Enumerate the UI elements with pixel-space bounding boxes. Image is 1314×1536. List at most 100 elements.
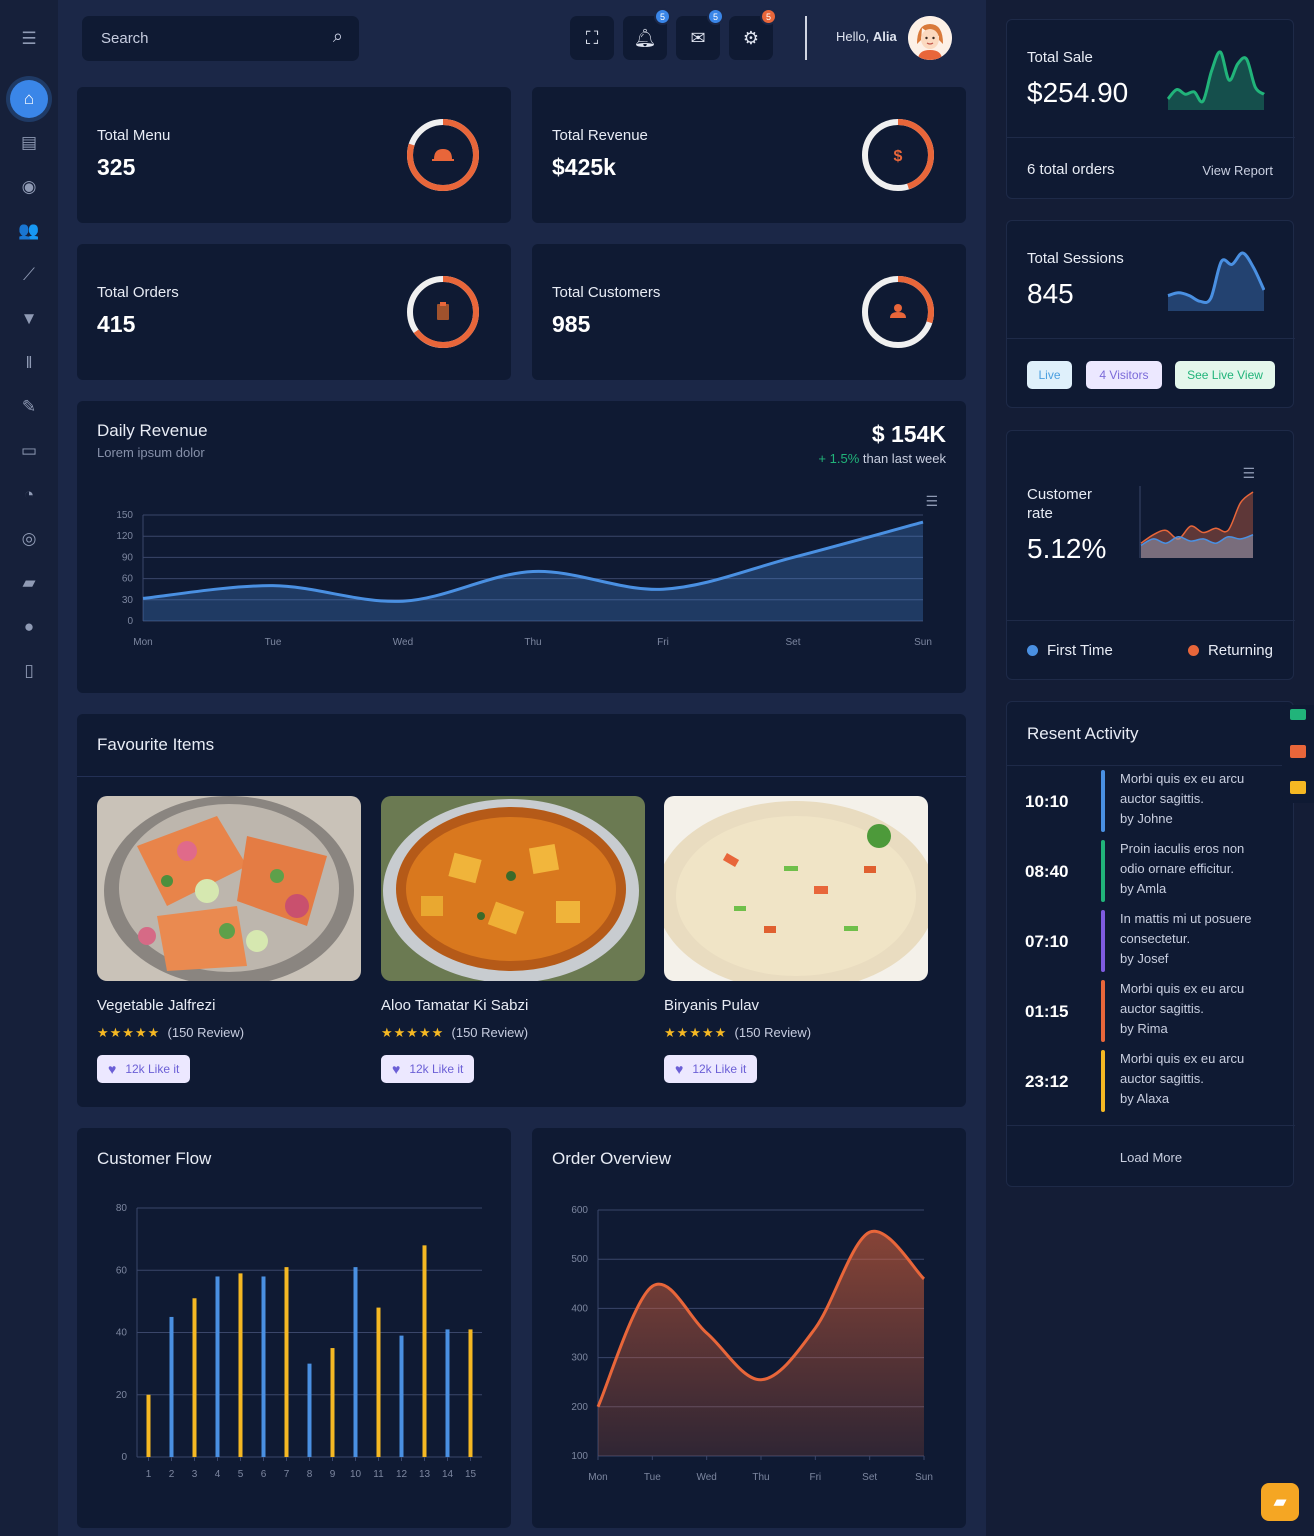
revenue-area: [143, 522, 923, 621]
x-tick-label: Tue: [265, 637, 282, 648]
heart-icon: ♥: [392, 1061, 401, 1077]
support-icon[interactable]: ◎: [21, 529, 37, 548]
sparkline-area: [1168, 51, 1264, 110]
y-tick-label: 90: [122, 552, 134, 563]
food-image[interactable]: [97, 796, 361, 981]
food-item[interactable]: Biryanis Pulav ★★★★★ (150 Review) ♥ 12k L…: [664, 796, 928, 1083]
menu-toggle-icon[interactable]: ☰: [21, 29, 37, 48]
users-icon[interactable]: 👥: [18, 221, 40, 240]
x-tick-label: Set: [785, 637, 800, 648]
stat-ring-progress: [407, 119, 479, 191]
activity-item[interactable]: 01:15 Morbi quis ex eu arcu auctor sagitt…: [1007, 980, 1297, 1042]
notification-badge: 5: [654, 8, 671, 25]
stat-title: Total Customers: [552, 284, 661, 301]
food-item[interactable]: Vegetable Jalfrezi ★★★★★ (150 Review) ♥ 1…: [97, 796, 361, 1083]
activity-bar: [1101, 1050, 1105, 1112]
profile-icon[interactable]: ●: [23, 617, 35, 636]
library-icon[interactable]: ‖: [25, 353, 33, 372]
notes-icon[interactable]: ▯: [24, 661, 34, 680]
load-more-button[interactable]: Load More: [1119, 1150, 1183, 1165]
order-area: [598, 1231, 924, 1456]
divider: [1007, 620, 1295, 621]
tools-icon[interactable]: ✎: [21, 397, 37, 416]
chat-support-button[interactable]: ▰: [1261, 1483, 1299, 1521]
sidebar: ☰ ⌂ ▤ ◉ 👥 ⟋ ▼ ‖ ✎ ▭ ◔ ◎ ▰ ● ▯: [0, 0, 58, 1536]
heart-icon: ♥: [108, 1061, 117, 1077]
bar: [169, 1316, 174, 1457]
see-live-view-button[interactable]: See Live View: [1175, 361, 1275, 389]
chat-icon[interactable]: [1290, 781, 1306, 794]
chart-menu-icon[interactable]: ☰: [1242, 465, 1255, 481]
home-icon[interactable]: ⌂: [10, 80, 48, 118]
x-tick-label: Sun: [914, 637, 932, 648]
like-button[interactable]: ♥ 12k Like it: [97, 1055, 191, 1083]
fullscreen-button[interactable]: ⛶: [570, 16, 614, 60]
y-tick-label: 60: [116, 1265, 128, 1276]
stat-ring: $: [862, 119, 934, 191]
user-name: Alia: [872, 29, 897, 44]
avatar[interactable]: [908, 16, 952, 60]
bar: [192, 1298, 197, 1457]
search-icon[interactable]: ⌕: [332, 26, 343, 46]
activity-text: Morbi quis ex eu arcu auctor sagittis. by …: [1120, 1051, 1245, 1106]
x-tick-label: 13: [419, 1469, 431, 1480]
food-item[interactable]: Aloo Tamatar Ki Sabzi ★★★★★ (150 Review)…: [381, 796, 645, 1083]
gallery-icon[interactable]: [1290, 745, 1306, 758]
y-tick-label: 30: [122, 595, 134, 606]
notification-button[interactable]: 🔔︎ 5: [623, 8, 671, 60]
activity-item[interactable]: 10:10 Morbi quis ex eu arcu auctor sagitt…: [1007, 770, 1297, 832]
document-icon[interactable]: ▭: [20, 441, 38, 460]
cash-icon[interactable]: [1290, 709, 1306, 720]
settings-button[interactable]: ⚙ 5: [729, 8, 777, 60]
activity-bar: [1101, 980, 1105, 1042]
bar: [399, 1335, 404, 1457]
food-rating: ★★★★★ (150 Review): [381, 1025, 529, 1040]
customer-flow-title: Customer Flow: [97, 1149, 212, 1168]
clipboard-check-icon[interactable]: ▤: [20, 133, 38, 152]
x-tick-label: 9: [330, 1469, 336, 1480]
favourite-items-title: Favourite Items: [97, 735, 215, 754]
activity-text: In mattis mi ut posuere consectetur. by Jo…: [1120, 911, 1252, 966]
food-image[interactable]: [664, 796, 928, 981]
chart-menu-icon[interactable]: ☰: [925, 493, 938, 509]
activity-item[interactable]: 08:40 Proin iaculis eros non odio ornare …: [1007, 840, 1297, 902]
dining-icon[interactable]: ◉: [21, 177, 37, 196]
visitors-pill[interactable]: 4 Visitors: [1086, 361, 1162, 389]
dish-icon: [434, 149, 452, 159]
like-button[interactable]: ♥ 12k Like it: [381, 1055, 475, 1083]
chat-icon[interactable]: ▰: [22, 573, 36, 592]
food-image[interactable]: [381, 796, 645, 981]
y-tick-label: 500: [571, 1254, 588, 1265]
like-button[interactable]: ♥ 12k Like it: [664, 1055, 758, 1083]
stat-value: $425k: [552, 154, 616, 180]
chart-line-icon[interactable]: ⟋: [23, 265, 35, 284]
order-overview-chart: 100 200 300 400 500 600 Mon Tue Wed Thu Fri Set Sun: [571, 1205, 933, 1483]
right-panel: Total Sale $254.90 6 total orders View R…: [986, 0, 1314, 1536]
main-content: Search ⌕ ⛶ 🔔︎ 5 ✉ 5 ⚙ 5 Hello, Alia Tota…: [58, 0, 986, 1536]
divider: [1007, 765, 1295, 766]
stat-card-total-customers: Total Customers 985: [532, 244, 966, 380]
view-report-link[interactable]: View Report: [1202, 163, 1273, 178]
x-tick-label: 8: [307, 1469, 313, 1480]
y-tick-label: 200: [571, 1402, 588, 1413]
pie-chart-icon[interactable]: ◔: [23, 485, 35, 504]
x-tick-label: Sun: [915, 1472, 933, 1483]
activity-text: Morbi quis ex eu arcu auctor sagittis. by …: [1120, 771, 1245, 826]
y-tick-label: 400: [571, 1303, 588, 1314]
order-overview-card: Order Overview 100 200 300 400 500 600 Mon Tue W…: [532, 1128, 966, 1528]
live-pill[interactable]: Live: [1027, 361, 1072, 389]
customer-rate-chart: [1139, 486, 1254, 558]
x-tick-label: Wed: [393, 637, 413, 648]
activity-item[interactable]: 23:12 Morbi quis ex eu arcu auctor sagitt…: [1007, 1050, 1297, 1112]
x-tick-label: 5: [238, 1469, 244, 1480]
search-input[interactable]: Search ⌕: [82, 16, 359, 61]
basket-icon[interactable]: ▼: [20, 309, 38, 328]
activity-time: 01:15: [1025, 1002, 1069, 1021]
messages-button[interactable]: ✉ 5: [676, 8, 724, 60]
messages-badge: 5: [707, 8, 724, 25]
bar: [284, 1267, 289, 1457]
activity-item[interactable]: 07:10 In mattis mi ut posuere consectetur…: [1007, 910, 1297, 972]
activity-bar: [1101, 910, 1105, 972]
x-tick-label: Set: [862, 1472, 877, 1483]
x-tick-label: 11: [373, 1469, 384, 1480]
